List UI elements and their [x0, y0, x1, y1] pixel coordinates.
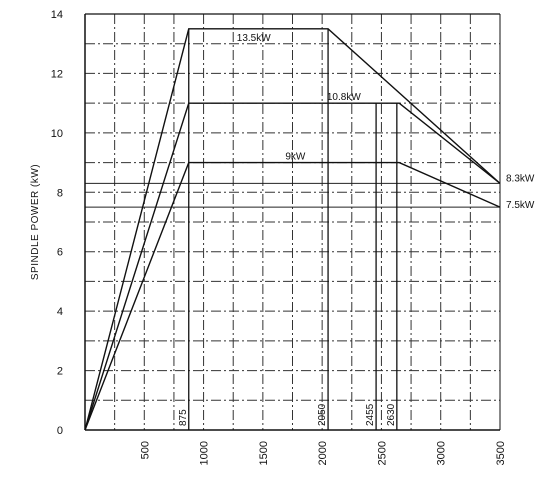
annotations: 13.5kW 10.8kW 9kW 8.3kW 7.5kW — [237, 33, 535, 211]
x-tick-label: 3500 — [495, 441, 507, 465]
grid — [85, 14, 500, 430]
value-annotation: 8.3kW — [506, 173, 535, 184]
rpm-marker-label: 875 — [178, 409, 189, 426]
value-annotation: 13.5kW — [237, 33, 271, 44]
axes — [84, 13, 501, 431]
power-curve — [84, 161, 501, 431]
y-tick-label: 8 — [57, 187, 63, 199]
y-tick-label: 14 — [51, 9, 63, 21]
y-tick-label: 0 — [57, 425, 63, 437]
x-tick-label: 1000 — [199, 441, 211, 465]
rpm-marker-label: 2455 — [365, 403, 376, 426]
y-tick-label: 6 — [57, 247, 63, 259]
power-curve — [84, 102, 501, 431]
value-annotation: 10.8kW — [327, 92, 361, 103]
x-tick-label: 3000 — [436, 441, 448, 465]
value-annotation: 9kW — [285, 152, 306, 163]
value-annotation: 7.5kW — [506, 200, 535, 211]
reference-lines — [85, 182, 500, 208]
tick-labels: 0 2 4 6 8 10 12 14 500 1000 1500 2000 2500 3000 3500 — [51, 9, 507, 465]
x-tick-label: 1500 — [258, 441, 270, 465]
power-curve — [84, 28, 501, 431]
y-tick-label: 4 — [57, 306, 63, 318]
x-tick-label: 500 — [139, 441, 151, 459]
y-tick-label: 2 — [57, 366, 63, 378]
y-tick-label: 12 — [51, 68, 63, 80]
y-tick-label: 10 — [51, 128, 63, 140]
rpm-marker-label: 2050 — [317, 403, 328, 426]
rpm-markers: 875 2050 2455 2630 — [178, 28, 398, 430]
x-tick-label: 2000 — [317, 441, 329, 465]
y-axis-label: SPINDLE POWER (kW) — [30, 164, 41, 280]
rpm-marker-label: 2630 — [386, 403, 397, 426]
x-tick-label: 2500 — [376, 441, 388, 465]
power-curves — [84, 28, 501, 431]
